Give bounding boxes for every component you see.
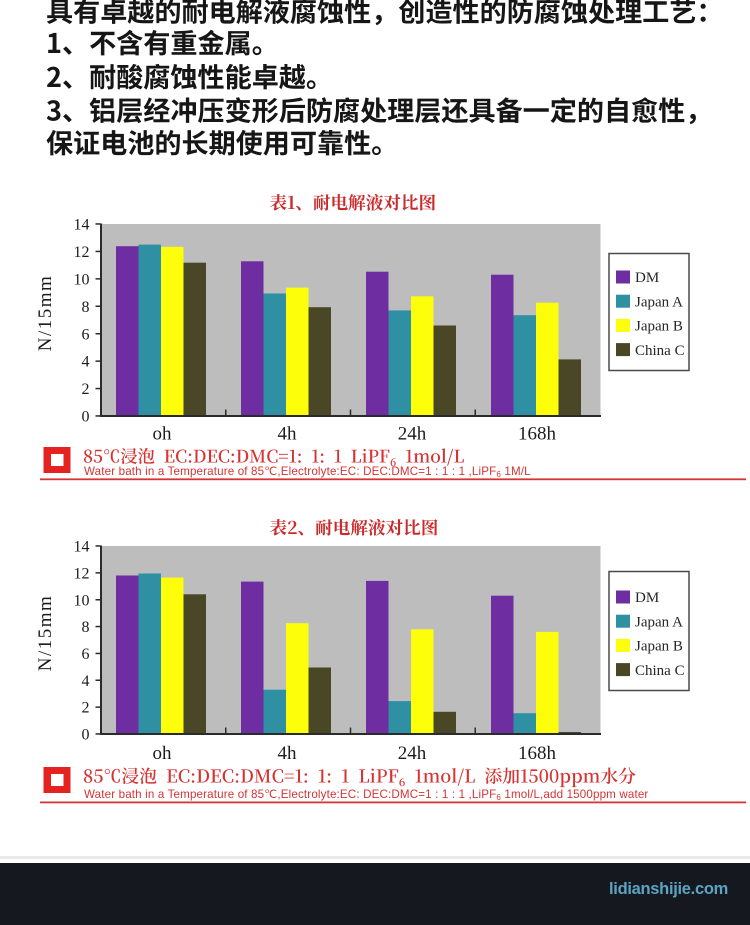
svg-text:4h: 4h (278, 424, 298, 445)
svg-text:4h: 4h (278, 743, 298, 764)
svg-text:oh: oh (153, 743, 173, 764)
svg-text:12: 12 (74, 566, 90, 583)
svg-text:Japan B: Japan B (635, 319, 683, 335)
svg-text:24h: 24h (398, 424, 427, 445)
svg-text:N/15mm: N/15mm (35, 595, 56, 672)
svg-text:0: 0 (82, 727, 90, 744)
svg-text:6: 6 (82, 646, 90, 663)
svg-text:oh: oh (153, 424, 173, 445)
svg-text:10: 10 (74, 272, 90, 289)
svg-text:4: 4 (82, 673, 90, 690)
svg-text:Japan A: Japan A (635, 614, 683, 630)
svg-text:Japan B: Japan B (635, 639, 683, 655)
svg-text:4: 4 (82, 354, 90, 371)
svg-text:168h: 168h (518, 424, 557, 445)
svg-text:2: 2 (82, 700, 90, 717)
svg-text:China C: China C (635, 343, 685, 359)
svg-text:DM: DM (635, 590, 659, 606)
svg-text:14: 14 (74, 217, 90, 234)
svg-text:2: 2 (82, 381, 90, 398)
svg-text:6: 6 (82, 326, 90, 343)
svg-text:Japan A: Japan A (635, 294, 683, 310)
svg-text:14: 14 (74, 539, 90, 556)
svg-text:168h: 168h (518, 743, 557, 764)
svg-text:10: 10 (74, 592, 90, 609)
svg-text:N/15mm: N/15mm (35, 275, 56, 352)
svg-text:DM: DM (635, 270, 659, 286)
svg-text:24h: 24h (398, 743, 427, 764)
svg-text:0: 0 (82, 409, 90, 426)
svg-text:8: 8 (82, 619, 90, 636)
svg-text:China C: China C (635, 663, 685, 679)
svg-text:8: 8 (82, 299, 90, 316)
svg-text:12: 12 (74, 244, 90, 261)
